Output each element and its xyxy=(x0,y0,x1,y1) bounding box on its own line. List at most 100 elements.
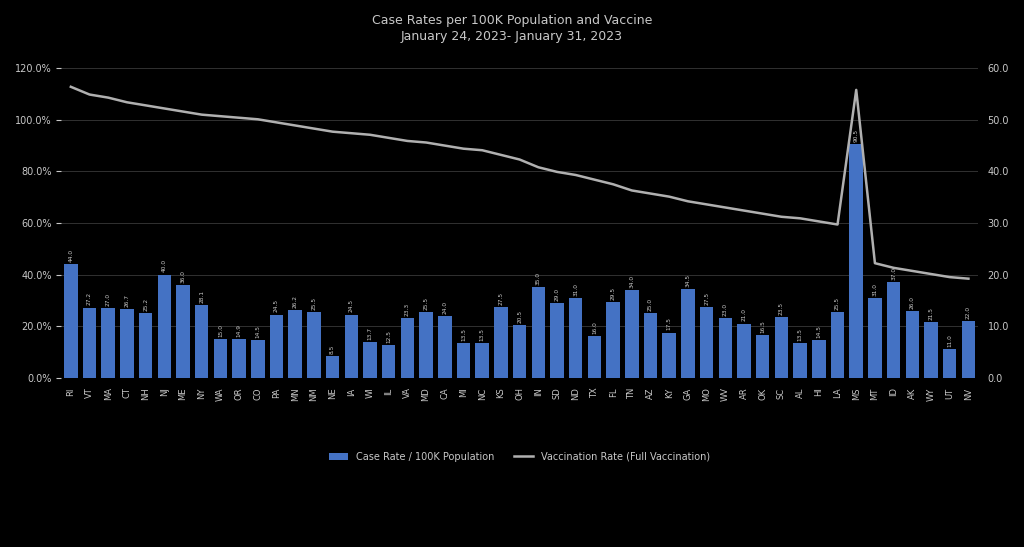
Text: 29.0: 29.0 xyxy=(555,288,559,301)
Text: 34.0: 34.0 xyxy=(630,275,634,288)
Text: 21.0: 21.0 xyxy=(741,309,746,322)
Text: 40.0: 40.0 xyxy=(162,259,167,272)
Bar xyxy=(905,311,920,377)
Bar xyxy=(65,264,78,377)
Bar xyxy=(345,315,358,377)
Bar xyxy=(699,307,714,377)
Text: 24.5: 24.5 xyxy=(274,299,279,312)
Bar xyxy=(457,343,470,377)
Text: 37.0: 37.0 xyxy=(891,267,896,280)
Text: 26.7: 26.7 xyxy=(125,294,129,307)
Text: 14.9: 14.9 xyxy=(237,324,242,337)
Text: 16.0: 16.0 xyxy=(592,322,597,334)
Text: January 24, 2023- January 31, 2023: January 24, 2023- January 31, 2023 xyxy=(401,30,623,43)
Bar xyxy=(438,316,452,377)
Legend: Case Rate / 100K Population, Vaccination Rate (Full Vaccination): Case Rate / 100K Population, Vaccination… xyxy=(325,448,714,465)
Bar xyxy=(513,325,526,377)
Text: 8.5: 8.5 xyxy=(330,344,335,354)
Text: 20.5: 20.5 xyxy=(517,310,522,323)
Bar xyxy=(550,303,564,377)
Text: 13.5: 13.5 xyxy=(479,328,484,341)
Bar xyxy=(382,346,395,377)
Bar xyxy=(214,339,227,377)
Text: 25.5: 25.5 xyxy=(311,296,316,310)
Bar xyxy=(120,309,134,377)
Text: 17.5: 17.5 xyxy=(667,317,672,330)
Text: 11.0: 11.0 xyxy=(947,334,952,347)
Bar xyxy=(663,333,676,377)
Bar xyxy=(475,343,488,377)
Bar xyxy=(775,317,788,377)
Bar xyxy=(606,301,620,377)
Bar xyxy=(269,315,284,377)
Text: 26.2: 26.2 xyxy=(293,295,298,308)
Text: 14.5: 14.5 xyxy=(255,325,260,338)
Bar xyxy=(232,339,246,377)
Text: 25.5: 25.5 xyxy=(835,296,840,310)
Text: 13.5: 13.5 xyxy=(461,328,466,341)
Bar xyxy=(176,285,189,377)
Bar xyxy=(925,322,938,377)
Text: 34.5: 34.5 xyxy=(685,274,690,287)
Bar xyxy=(812,340,825,377)
Text: 90.5: 90.5 xyxy=(854,129,859,142)
Bar xyxy=(681,289,694,377)
Bar xyxy=(850,144,863,377)
Bar xyxy=(307,312,321,377)
Text: 12.5: 12.5 xyxy=(386,330,391,344)
Bar xyxy=(531,287,545,377)
Bar xyxy=(195,305,209,377)
Text: 26.0: 26.0 xyxy=(910,295,914,309)
Text: 24.5: 24.5 xyxy=(349,299,354,312)
Text: 24.0: 24.0 xyxy=(442,301,447,314)
Text: 23.5: 23.5 xyxy=(779,302,784,315)
Bar xyxy=(158,275,171,377)
Text: Case Rates per 100K Population and Vaccine: Case Rates per 100K Population and Vacci… xyxy=(372,14,652,27)
Bar xyxy=(625,290,639,377)
Text: 28.1: 28.1 xyxy=(200,290,204,303)
Text: 31.0: 31.0 xyxy=(573,283,579,296)
Bar xyxy=(139,313,153,377)
Bar xyxy=(756,335,769,377)
Bar xyxy=(101,308,115,377)
Bar xyxy=(364,342,377,377)
Bar xyxy=(962,321,975,377)
Text: 31.0: 31.0 xyxy=(872,283,878,296)
Text: 16.5: 16.5 xyxy=(760,320,765,333)
Bar xyxy=(830,312,844,377)
Bar xyxy=(569,298,583,377)
Text: 13.5: 13.5 xyxy=(798,328,803,341)
Bar xyxy=(326,356,339,377)
Bar xyxy=(420,312,433,377)
Text: 25.5: 25.5 xyxy=(424,296,429,310)
Text: 21.5: 21.5 xyxy=(929,307,934,320)
Text: 44.0: 44.0 xyxy=(69,249,74,262)
Bar xyxy=(289,310,302,377)
Text: 27.2: 27.2 xyxy=(87,292,92,305)
Bar xyxy=(495,307,508,377)
Text: 13.7: 13.7 xyxy=(368,327,373,340)
Text: 27.0: 27.0 xyxy=(105,293,111,306)
Bar xyxy=(400,318,414,377)
Bar xyxy=(737,323,751,377)
Bar xyxy=(644,313,657,377)
Text: 23.0: 23.0 xyxy=(723,303,728,316)
Bar xyxy=(588,336,601,377)
Bar xyxy=(83,307,96,377)
Text: 36.0: 36.0 xyxy=(180,270,185,283)
Text: 22.0: 22.0 xyxy=(966,306,971,319)
Text: 23.3: 23.3 xyxy=(404,302,410,316)
Text: 25.2: 25.2 xyxy=(143,298,148,311)
Bar xyxy=(794,343,807,377)
Text: 27.5: 27.5 xyxy=(705,292,710,305)
Text: 14.5: 14.5 xyxy=(816,325,821,338)
Bar xyxy=(868,298,882,377)
Bar xyxy=(251,340,264,377)
Text: 29.5: 29.5 xyxy=(610,287,615,300)
Bar xyxy=(719,318,732,377)
Bar xyxy=(887,282,900,377)
Bar xyxy=(943,350,956,377)
Text: 27.5: 27.5 xyxy=(499,292,504,305)
Text: 25.0: 25.0 xyxy=(648,298,653,311)
Text: 35.0: 35.0 xyxy=(536,272,541,286)
